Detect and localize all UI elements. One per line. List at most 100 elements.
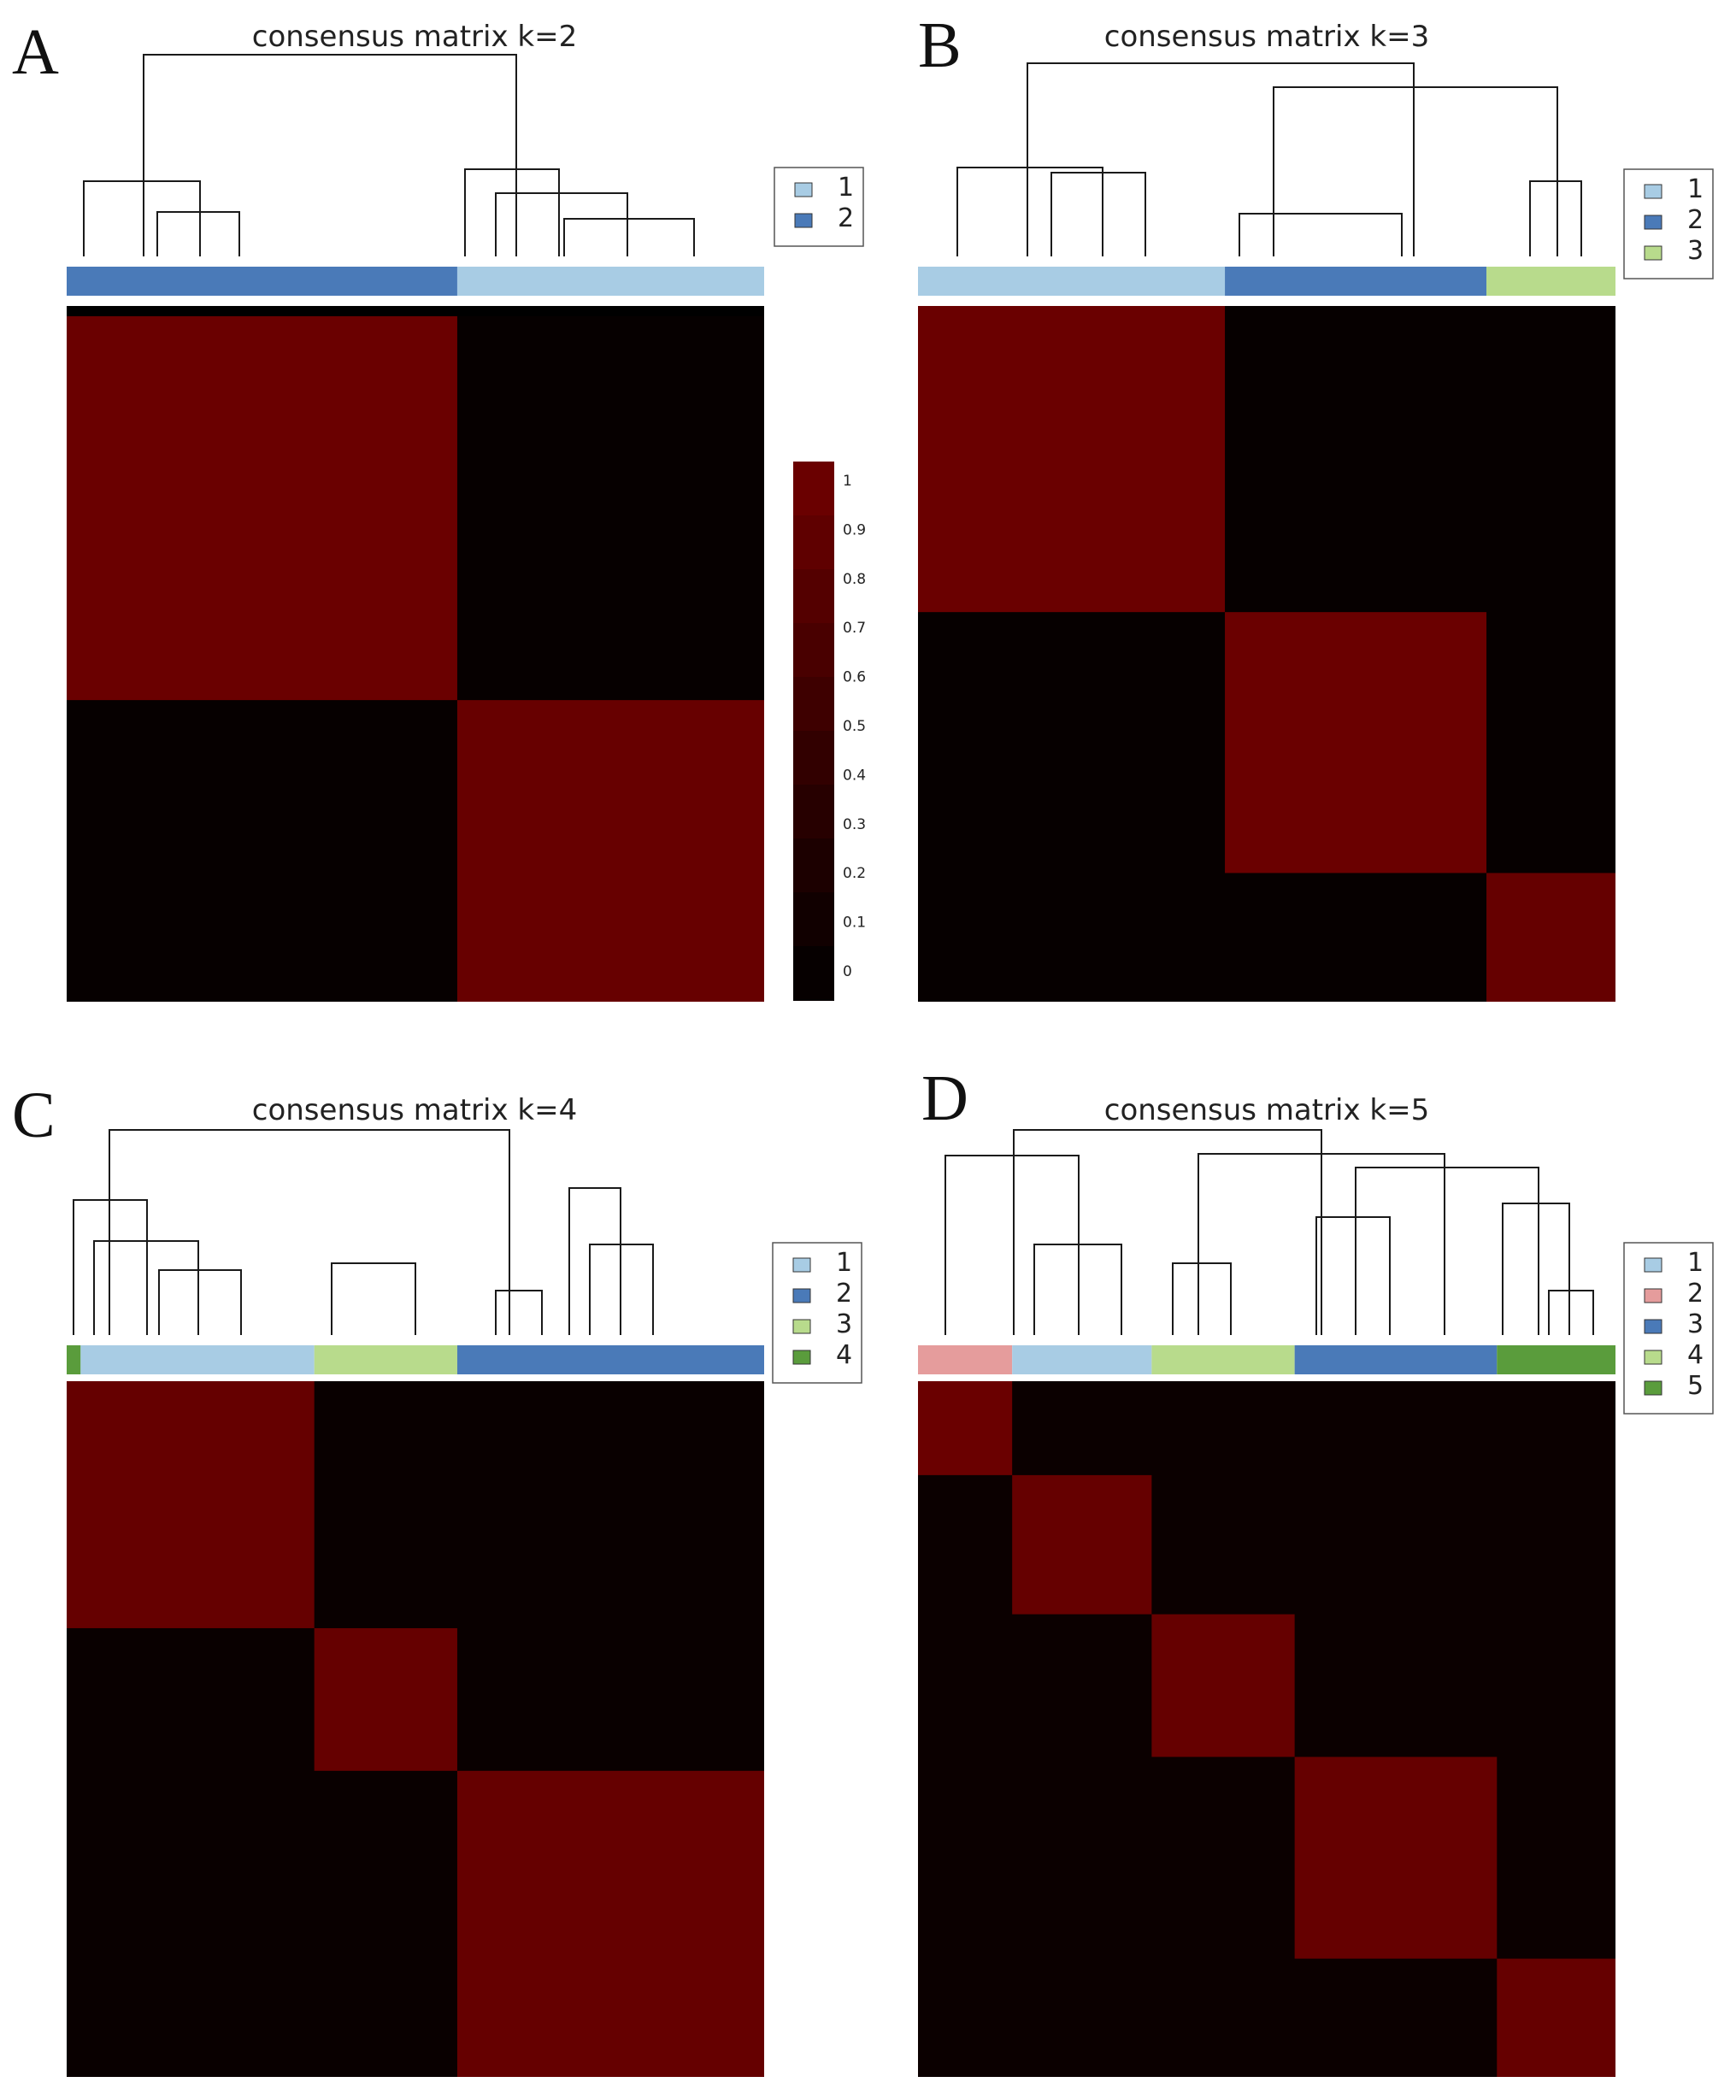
panel-a-top-edge: [67, 306, 764, 316]
panel-d-heatmap: [918, 1381, 1615, 2077]
colorbar-tick-label: 0.5: [843, 718, 866, 735]
panel-a-heatmap-block-1: [67, 316, 457, 701]
panel-c-cluster-segment-1: [80, 1345, 315, 1374]
panel-c-legend-label-2: 2: [836, 1279, 852, 1309]
panel-a-cluster-segment-2: [67, 267, 457, 296]
panel-c-cluster-segment-4: [67, 1345, 81, 1374]
panel-d-legend-swatch-4: [1644, 1350, 1662, 1365]
colorbar-tick-label: 1: [843, 473, 852, 490]
panel-d-heatmap-block-1: [918, 1381, 1013, 1475]
panel-b-legend-box: [1623, 168, 1714, 279]
panel-b-heatmap-block-1: [918, 306, 1226, 613]
colorbar-segment: [793, 946, 834, 1001]
panel-c-legend-swatch-1: [792, 1257, 811, 1273]
colorbar-segment: [793, 623, 834, 678]
panel-letter-b: B: [918, 9, 962, 81]
panel-c-heatmap-block-3: [456, 1770, 764, 2077]
colorbar-tick-label: 0.6: [843, 669, 866, 686]
colorbar-segment: [793, 515, 834, 570]
colorbar: 1 0.9 0.8 0.7 0.6 0.5 0.4 0.3 0.2 0.1 0: [793, 462, 866, 1001]
panel-b-legend-label-2: 2: [1687, 205, 1704, 235]
panel-d-legend-swatch-5: [1644, 1380, 1662, 1396]
panel-a-legend-swatch-2: [794, 213, 813, 228]
panel-d-legend-label-4: 4: [1687, 1340, 1704, 1370]
panel-b-legend: 123: [1623, 168, 1714, 279]
panel-d-title: consensus matrix k=5: [1104, 1093, 1429, 1127]
panel-a-legend: 12: [774, 167, 864, 247]
panel-c-cluster-segment-3: [314, 1345, 457, 1374]
panel-d-legend-swatch-3: [1644, 1319, 1662, 1334]
panel-b-heatmap-block-3: [1486, 873, 1615, 1002]
panel-c-title: consensus matrix k=4: [252, 1093, 577, 1127]
colorbar-segment: [793, 838, 834, 893]
panel-b: B consensus matrix k=3 123: [918, 9, 1714, 1002]
colorbar-segment: [793, 462, 834, 516]
colorbar-tick-label: 0.4: [843, 767, 866, 784]
panel-b-cluster-bar: [918, 267, 1615, 296]
panel-d-legend-label-1: 1: [1687, 1248, 1704, 1278]
panel-c-legend-swatch-3: [792, 1319, 811, 1334]
panel-a-cluster-bar: [67, 267, 764, 296]
panel-d-legend-swatch-2: [1644, 1288, 1662, 1303]
panel-d-legend-label-5: 5: [1687, 1371, 1704, 1401]
panel-letter-c: C: [12, 1079, 56, 1151]
panel-a-legend-box: [774, 167, 864, 247]
colorbar-segment: [793, 677, 834, 732]
colorbar-segment: [793, 785, 834, 839]
panel-d-cluster-segment-5: [1497, 1345, 1615, 1374]
panel-d-cluster-segment-2: [918, 1345, 1013, 1374]
panel-a-heatmap-block-2: [456, 700, 764, 1002]
panel-d-cluster-segment-1: [1012, 1345, 1152, 1374]
panel-c-cluster-segment-2: [456, 1345, 764, 1374]
panel-d-legend-box: [1623, 1242, 1714, 1415]
panel-letter-a: A: [12, 16, 59, 88]
panel-a-heatmap: [67, 316, 764, 1002]
panel-a-cluster-segment-1: [456, 267, 764, 296]
panel-b-title: consensus matrix k=3: [1104, 20, 1429, 54]
panel-d-heatmap-block-4: [1294, 1756, 1498, 1959]
panel-c-legend-swatch-4: [792, 1350, 811, 1365]
colorbar-segment: [793, 569, 834, 624]
colorbar-tick-label: 0: [843, 963, 852, 980]
panel-c-cluster-bar: [67, 1345, 764, 1374]
panel-c-legend-label-1: 1: [836, 1248, 852, 1278]
panel-a-dendrogram: [83, 54, 695, 256]
colorbar-tick-label: 0.1: [843, 915, 866, 932]
panel-d-cluster-segment-4: [1151, 1345, 1295, 1374]
panel-c-legend-label-3: 3: [836, 1309, 852, 1339]
panel-a-legend-swatch-1: [794, 182, 813, 197]
panel-d-cluster-segment-3: [1294, 1345, 1498, 1374]
colorbar-segment: [793, 731, 834, 785]
panel-a-legend-label-2: 2: [838, 203, 854, 233]
panel-d-dendrogram: [945, 1129, 1594, 1335]
panel-b-heatmap: [918, 306, 1615, 1002]
panel-b-cluster-segment-1: [918, 267, 1226, 296]
panel-b-heatmap-block-2: [1225, 612, 1487, 874]
colorbar-tick-label: 0.9: [843, 521, 866, 538]
panel-letter-d: D: [921, 1062, 968, 1134]
colorbar-tick-label: 0.2: [843, 865, 866, 882]
colorbar-tick-label: 0.3: [843, 816, 866, 833]
panel-a: A consensus matrix k=2 12: [12, 16, 864, 1002]
panel-b-legend-label-1: 1: [1687, 174, 1704, 204]
panel-b-legend-swatch-2: [1644, 215, 1662, 230]
panel-b-cluster-segment-2: [1225, 267, 1487, 296]
panel-d-legend-label-3: 3: [1687, 1309, 1704, 1339]
panel-a-title: consensus matrix k=2: [252, 20, 577, 54]
panel-c-heatmap-block-1: [67, 1381, 315, 1628]
panel-d-heatmap-block-2: [1012, 1474, 1152, 1615]
panel-d-heatmap-block-5: [1497, 1958, 1615, 2077]
panel-c-heatmap-block-2: [314, 1627, 457, 1771]
panel-b-cluster-segment-3: [1486, 267, 1615, 296]
panel-c-legend-box: [772, 1242, 862, 1384]
panel-d-cluster-bar: [918, 1345, 1615, 1374]
panel-b-legend-label-3: 3: [1687, 236, 1704, 266]
panel-a-legend-label-1: 1: [838, 173, 854, 203]
panel-b-legend-swatch-3: [1644, 245, 1662, 261]
panel-c-dendrogram: [73, 1129, 654, 1335]
colorbar-tick-label: 0.7: [843, 620, 866, 637]
colorbar-tick-label: 0.8: [843, 571, 866, 588]
